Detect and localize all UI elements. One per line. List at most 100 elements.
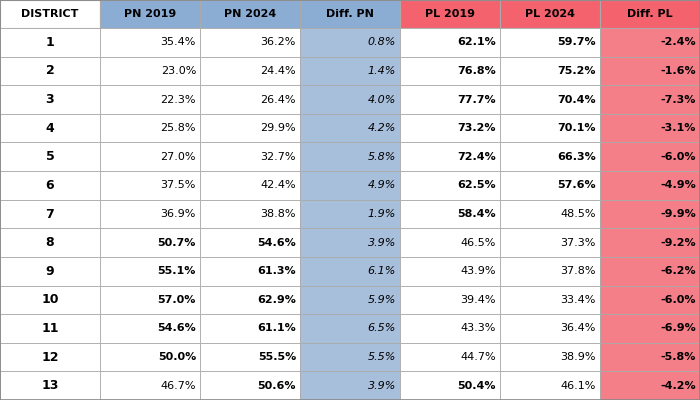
Text: 44.7%: 44.7% bbox=[461, 352, 496, 362]
Text: Diff. PL: Diff. PL bbox=[627, 9, 673, 19]
Bar bbox=[100, 171, 200, 200]
Text: 43.3%: 43.3% bbox=[461, 324, 496, 334]
Bar bbox=[500, 0, 600, 28]
Bar bbox=[600, 371, 700, 400]
Bar bbox=[200, 57, 300, 85]
Bar bbox=[600, 200, 700, 228]
Text: 5: 5 bbox=[46, 150, 55, 163]
Text: 62.5%: 62.5% bbox=[457, 180, 496, 190]
Bar bbox=[400, 142, 500, 171]
Bar bbox=[500, 343, 600, 371]
Text: 32.7%: 32.7% bbox=[260, 152, 296, 162]
Bar bbox=[600, 114, 700, 142]
Text: 1.9%: 1.9% bbox=[368, 209, 396, 219]
Text: 39.4%: 39.4% bbox=[461, 295, 496, 305]
Bar bbox=[500, 142, 600, 171]
Bar bbox=[400, 286, 500, 314]
Bar bbox=[400, 0, 500, 28]
Bar bbox=[200, 228, 300, 257]
Bar bbox=[500, 200, 600, 228]
Text: 46.7%: 46.7% bbox=[160, 381, 196, 391]
Text: 43.9%: 43.9% bbox=[461, 266, 496, 276]
Text: 57.0%: 57.0% bbox=[158, 295, 196, 305]
Text: 25.8%: 25.8% bbox=[160, 123, 196, 133]
Bar bbox=[0, 371, 100, 400]
Bar bbox=[200, 28, 300, 57]
Bar bbox=[100, 257, 200, 286]
Text: -5.8%: -5.8% bbox=[661, 352, 696, 362]
Text: 5.9%: 5.9% bbox=[368, 295, 396, 305]
Text: 61.3%: 61.3% bbox=[258, 266, 296, 276]
Text: 66.3%: 66.3% bbox=[557, 152, 596, 162]
Bar bbox=[500, 171, 600, 200]
Bar bbox=[300, 314, 400, 343]
Text: PL 2024: PL 2024 bbox=[525, 9, 575, 19]
Bar bbox=[600, 286, 700, 314]
Bar bbox=[500, 286, 600, 314]
Bar bbox=[400, 228, 500, 257]
Bar bbox=[300, 28, 400, 57]
Bar bbox=[200, 371, 300, 400]
Bar bbox=[600, 28, 700, 57]
Text: 37.3%: 37.3% bbox=[561, 238, 596, 248]
Bar bbox=[200, 286, 300, 314]
Text: 6: 6 bbox=[46, 179, 55, 192]
Bar bbox=[0, 343, 100, 371]
Bar bbox=[200, 142, 300, 171]
Bar bbox=[600, 228, 700, 257]
Bar bbox=[400, 114, 500, 142]
Text: 37.5%: 37.5% bbox=[160, 180, 196, 190]
Bar bbox=[400, 200, 500, 228]
Text: 37.8%: 37.8% bbox=[561, 266, 596, 276]
Bar bbox=[100, 200, 200, 228]
Bar bbox=[200, 85, 300, 114]
Text: 4.9%: 4.9% bbox=[368, 180, 396, 190]
Bar bbox=[300, 171, 400, 200]
Bar bbox=[200, 171, 300, 200]
Bar bbox=[300, 228, 400, 257]
Bar bbox=[500, 114, 600, 142]
Text: 55.5%: 55.5% bbox=[258, 352, 296, 362]
Bar bbox=[100, 28, 200, 57]
Bar bbox=[400, 314, 500, 343]
Text: PL 2019: PL 2019 bbox=[425, 9, 475, 19]
Text: -3.1%: -3.1% bbox=[661, 123, 696, 133]
Text: 3: 3 bbox=[46, 93, 55, 106]
Text: 7: 7 bbox=[46, 208, 55, 220]
Bar bbox=[100, 57, 200, 85]
Bar bbox=[600, 314, 700, 343]
Text: 50.4%: 50.4% bbox=[458, 381, 496, 391]
Bar bbox=[0, 200, 100, 228]
Text: -6.9%: -6.9% bbox=[660, 324, 696, 334]
Bar bbox=[300, 114, 400, 142]
Bar bbox=[400, 171, 500, 200]
Bar bbox=[400, 371, 500, 400]
Text: PN 2024: PN 2024 bbox=[224, 9, 276, 19]
Bar bbox=[0, 171, 100, 200]
Text: PN 2019: PN 2019 bbox=[124, 9, 176, 19]
Bar bbox=[300, 343, 400, 371]
Text: 59.7%: 59.7% bbox=[557, 37, 596, 47]
Text: 8: 8 bbox=[46, 236, 55, 249]
Bar bbox=[500, 371, 600, 400]
Text: 50.0%: 50.0% bbox=[158, 352, 196, 362]
Text: 36.9%: 36.9% bbox=[160, 209, 196, 219]
Text: 33.4%: 33.4% bbox=[561, 295, 596, 305]
Bar bbox=[400, 28, 500, 57]
Text: 42.4%: 42.4% bbox=[260, 180, 296, 190]
Text: -9.2%: -9.2% bbox=[660, 238, 696, 248]
Text: 4.2%: 4.2% bbox=[368, 123, 396, 133]
Text: 0.8%: 0.8% bbox=[368, 37, 396, 47]
Text: -6.2%: -6.2% bbox=[660, 266, 696, 276]
Text: 77.7%: 77.7% bbox=[457, 94, 496, 104]
Text: 57.6%: 57.6% bbox=[557, 180, 596, 190]
Text: 38.9%: 38.9% bbox=[561, 352, 596, 362]
Text: 38.8%: 38.8% bbox=[260, 209, 296, 219]
Bar bbox=[300, 286, 400, 314]
Bar bbox=[100, 0, 200, 28]
Bar bbox=[0, 142, 100, 171]
Text: -9.9%: -9.9% bbox=[660, 209, 696, 219]
Text: 10: 10 bbox=[41, 293, 59, 306]
Text: 50.7%: 50.7% bbox=[158, 238, 196, 248]
Text: 36.2%: 36.2% bbox=[260, 37, 296, 47]
